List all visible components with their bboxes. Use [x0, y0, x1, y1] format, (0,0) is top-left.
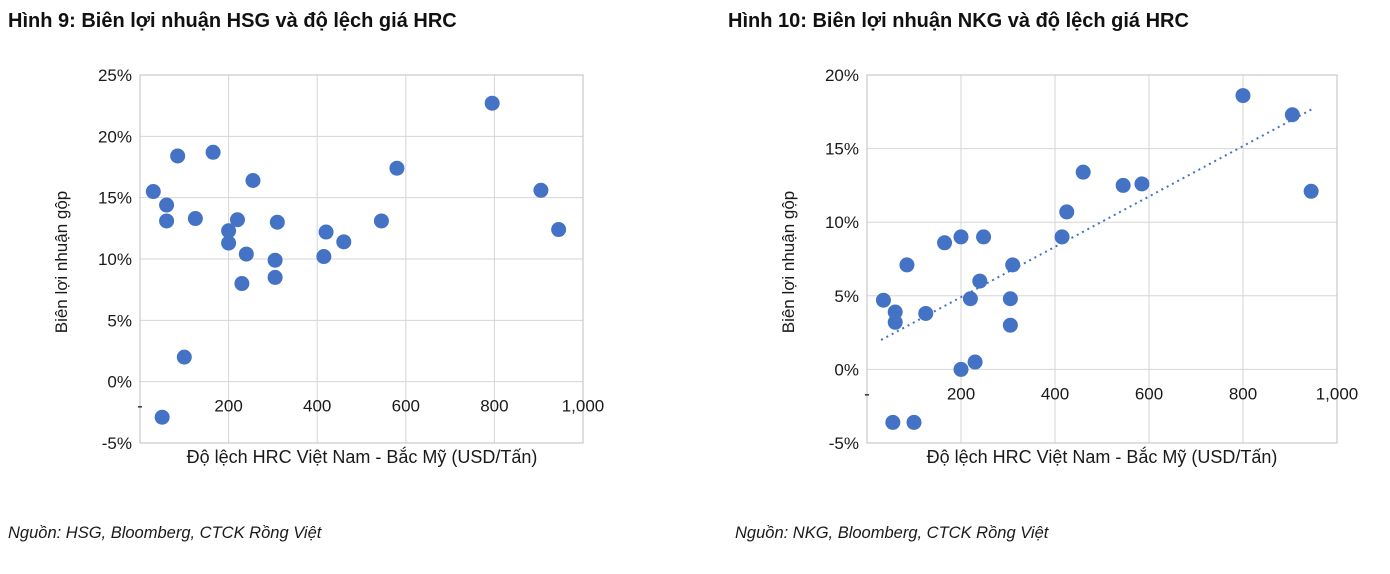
data-point — [245, 172, 261, 188]
y-tick-label: 20% — [825, 66, 859, 85]
data-point — [899, 257, 915, 273]
data-point — [937, 235, 953, 251]
data-point — [159, 197, 175, 213]
data-point — [1005, 257, 1021, 273]
data-point — [953, 229, 969, 245]
x-tick-label: 600 — [1135, 384, 1163, 403]
trendline — [880, 107, 1314, 341]
data-point — [269, 214, 285, 230]
y-tick-label: 0% — [834, 360, 859, 379]
y-tick-label: 10% — [825, 213, 859, 232]
data-point — [1284, 107, 1300, 123]
data-point — [533, 182, 549, 198]
data-point — [918, 305, 934, 321]
data-point — [953, 361, 969, 377]
y-tick-label: 20% — [98, 127, 132, 146]
data-point — [906, 414, 922, 430]
data-point — [238, 246, 254, 262]
figure-10-x-axis-title: Độ lệch HRC Việt Nam - Bắc Mỹ (USD/Tấn) — [926, 447, 1278, 467]
data-point — [154, 409, 170, 425]
data-point — [551, 222, 567, 238]
data-point — [887, 304, 903, 320]
data-point — [962, 291, 978, 307]
y-tick-label: 5% — [834, 287, 859, 306]
data-point — [267, 269, 283, 285]
data-point — [1059, 204, 1075, 220]
data-point — [972, 273, 988, 289]
data-point — [967, 354, 983, 370]
data-point — [887, 314, 903, 330]
data-point — [205, 144, 221, 160]
data-point — [170, 148, 186, 164]
x-tick-label: 400 — [1041, 384, 1069, 403]
y-tick-label: 25% — [98, 66, 132, 85]
figure-9-title: Hình 9: Biên lợi nhuận HSG và độ lệch gi… — [8, 10, 457, 32]
data-point — [336, 234, 352, 250]
y-tick-label: 10% — [98, 250, 132, 269]
data-point — [267, 252, 283, 268]
x-tick-label: - — [137, 397, 143, 416]
data-point — [389, 160, 405, 176]
data-point — [484, 95, 500, 111]
data-point — [373, 213, 389, 229]
x-tick-label: 800 — [1229, 384, 1257, 403]
plot-border — [866, 74, 1338, 444]
x-tick-label: - — [864, 384, 870, 403]
data-point — [1115, 177, 1131, 193]
data-point — [229, 212, 245, 228]
y-tick-label: -5% — [102, 434, 132, 453]
data-point — [885, 414, 901, 430]
data-point — [1134, 176, 1150, 192]
y-tick-label: -5% — [829, 434, 859, 453]
data-point — [187, 211, 203, 227]
data-point — [1235, 88, 1251, 104]
figure-9-x-axis-title: Độ lệch HRC Việt Nam - Bắc Mỹ (USD/Tấn) — [186, 447, 538, 467]
data-point — [234, 276, 250, 292]
data-point — [221, 235, 237, 251]
figure-10-source-note: Nguồn: NKG, Bloomberg, CTCK Rồng Việt — [735, 524, 1049, 542]
data-point — [1303, 183, 1319, 199]
y-tick-label: 15% — [825, 140, 859, 159]
y-tick-label: 0% — [107, 373, 132, 392]
scatter-plot-nkg: 20% 15% 10% 5% 0% -5% - 200 400 600 800 1,000 — [825, 66, 1359, 453]
data-point — [976, 229, 992, 245]
figure-9-source-note: Nguồn: HSG, Bloomberg, CTCK Rồng Việt — [8, 524, 322, 542]
x-tick-label: 200 — [214, 397, 242, 416]
data-point — [316, 249, 332, 265]
y-tick-label: 15% — [98, 189, 132, 208]
y-tick-label: 5% — [107, 311, 132, 330]
data-point — [875, 292, 891, 308]
data-point — [1002, 317, 1018, 333]
data-point — [159, 213, 175, 229]
x-tick-label: 200 — [947, 384, 975, 403]
scatter-plot-hsg: 25% 20% 15% 10% 5% 0% -5%- 200 400 600 800 1,000 — [98, 66, 605, 453]
plot-border — [139, 74, 584, 444]
data-point — [145, 184, 161, 200]
figure-10-title: Hình 10: Biên lợi nhuận NKG và độ lệch g… — [728, 10, 1189, 32]
data-point — [1075, 164, 1091, 180]
data-point — [318, 224, 334, 240]
data-point — [1054, 229, 1070, 245]
data-point — [221, 223, 237, 239]
data-point — [1002, 291, 1018, 307]
x-tick-label: 800 — [480, 397, 508, 416]
x-tick-label: 1,000 — [1316, 384, 1359, 403]
data-point — [176, 349, 192, 365]
x-tick-label: 600 — [392, 397, 420, 416]
x-tick-label: 1,000 — [562, 397, 605, 416]
x-tick-label: 400 — [303, 397, 331, 416]
